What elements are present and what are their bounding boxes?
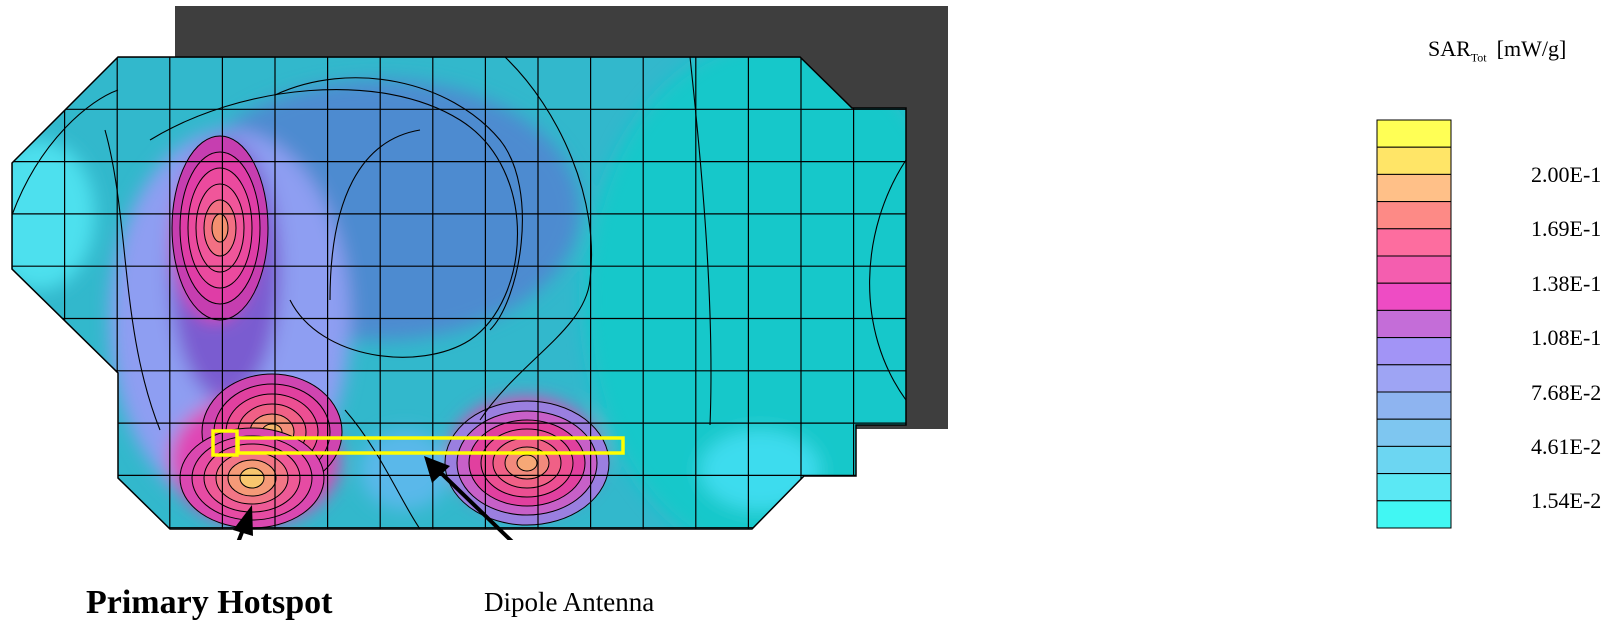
contour-line [149, 88, 519, 358]
colorbar-swatch [1376, 255, 1452, 284]
colorbar-tick-label: 2.00E-1 [1531, 162, 1602, 187]
colorbar-swatch [1376, 391, 1452, 420]
colorbar-tick-label: 1.69E-1 [1531, 216, 1602, 242]
colorbar-swatch [1376, 201, 1452, 230]
colorbar-tick-label: 1.38E-1 [1531, 270, 1602, 296]
dipole-antenna-outline [236, 436, 625, 455]
colorbar-tick-label: 7.68E-2 [1531, 379, 1602, 405]
colorbar-tick-label: 4.61E-2 [1531, 434, 1602, 459]
dipole-antenna-label: Dipole Antenna [484, 587, 655, 617]
colorbar-title: SARTot [mW/g] [1428, 36, 1566, 65]
colorbar-swatch [1376, 364, 1452, 393]
colorbar-swatch [1376, 282, 1452, 311]
colorbar-swatch [1376, 337, 1452, 366]
sar-field [12, 57, 906, 529]
contour-ring [211, 213, 229, 243]
contour-line [329, 129, 421, 301]
field-region-center-gap [360, 430, 450, 510]
colorbar-swatch [1376, 473, 1452, 502]
primary-hotspot-arrow [233, 505, 253, 540]
colorbar-swatch [1376, 173, 1452, 203]
primary-hotspot-label: Primary Hotspot [86, 584, 333, 621]
contour-ring [516, 454, 538, 472]
colorbar-swatch [1376, 228, 1452, 257]
scan-area-outline [11, 56, 907, 530]
colorbar-swatch [1376, 418, 1452, 447]
sar-contour-plot [11, 6, 948, 540]
dipole-antenna-arrow [424, 456, 514, 540]
colorbar-swatch [1376, 445, 1452, 475]
contour-line [689, 57, 712, 426]
contour-line [104, 129, 161, 431]
colorbar-swatch [1376, 119, 1452, 148]
hotspot-upper-left [171, 135, 269, 321]
colorbar [1376, 119, 1452, 529]
colorbar-quantity: SAR [1428, 36, 1471, 61]
colorbar-swatch [1376, 500, 1452, 529]
colorbar-unit: [mW/g] [1496, 36, 1567, 61]
colorbar-tick-label: 1.54E-2 [1531, 488, 1602, 514]
contour-ring [239, 467, 265, 489]
colorbar-swatch [1376, 309, 1452, 339]
colorbar-swatch [1376, 146, 1452, 175]
contour-line [274, 77, 523, 331]
hotspot-lower-center [444, 400, 610, 526]
field-region-right-bottom [700, 430, 820, 510]
colorbar-quantity-subscript: Tot [1470, 50, 1487, 65]
contour-line [869, 159, 906, 401]
colorbar-tick-label: 1.08E-1 [1531, 325, 1602, 351]
